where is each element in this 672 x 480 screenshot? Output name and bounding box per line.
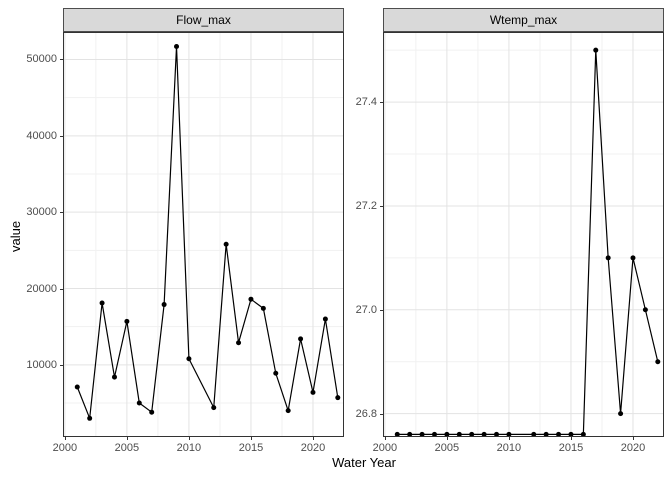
x-tick-label: 2000 <box>372 442 398 454</box>
data-point <box>630 255 636 261</box>
panel-wtemp-max <box>383 32 664 437</box>
data-point <box>248 296 254 302</box>
data-point <box>618 411 624 417</box>
x-tick <box>632 437 634 440</box>
data-point <box>273 370 279 376</box>
data-point <box>211 405 217 411</box>
x-tick <box>188 437 190 440</box>
x-tick <box>384 437 386 440</box>
y-tick <box>60 212 63 214</box>
data-point <box>456 431 462 437</box>
x-tick <box>446 437 448 440</box>
x-axis-title: Water Year <box>332 455 396 470</box>
y-tick <box>60 59 63 61</box>
data-point <box>174 44 180 50</box>
y-tick <box>380 413 383 415</box>
x-tick-label: 2010 <box>176 442 202 454</box>
y-tick-label: 50000 <box>26 53 57 66</box>
data-point <box>335 395 341 401</box>
data-point <box>74 384 80 390</box>
data-point <box>407 431 413 437</box>
y-tick-label: 20000 <box>26 282 57 295</box>
data-point <box>655 359 661 365</box>
data-point <box>298 336 304 342</box>
data-point <box>124 318 130 324</box>
data-point <box>419 431 425 437</box>
data-point <box>568 431 574 437</box>
y-tick-label: 26.8 <box>355 407 377 420</box>
plot-area <box>63 32 344 437</box>
y-tick-label: 40000 <box>26 129 57 142</box>
plot-area <box>383 32 664 437</box>
x-tick-label: 2010 <box>496 442 522 454</box>
data-point <box>556 431 562 437</box>
panel-border <box>63 32 344 437</box>
y-tick <box>380 309 383 311</box>
panel-border <box>383 32 664 437</box>
y-tick <box>60 135 63 137</box>
y-axis-title: value <box>8 220 23 252</box>
x-tick-label: 2020 <box>300 442 326 454</box>
y-tick-label: 30000 <box>26 206 57 219</box>
y-tick-label: 27.4 <box>355 96 377 109</box>
data-point <box>223 241 229 247</box>
data-point <box>494 431 500 437</box>
data-point <box>149 409 155 415</box>
data-point <box>531 431 537 437</box>
x-tick-label: 2000 <box>52 442 78 454</box>
y-tick <box>380 205 383 207</box>
data-point <box>236 340 242 346</box>
data-line <box>397 50 659 436</box>
data-point <box>593 47 599 53</box>
y-tick <box>380 102 383 104</box>
facet-title-flow-max: Flow_max <box>176 13 231 27</box>
data-line <box>76 46 339 419</box>
data-point <box>469 431 475 437</box>
data-point <box>99 300 105 306</box>
x-tick <box>250 437 252 440</box>
x-tick <box>312 437 314 440</box>
data-point <box>580 431 586 437</box>
panel-flow-max <box>63 32 344 437</box>
data-point <box>111 374 117 380</box>
data-point <box>642 307 648 313</box>
data-point <box>322 316 328 322</box>
y-tick-label: 10000 <box>26 358 57 371</box>
data-point <box>136 400 142 406</box>
x-tick <box>64 437 66 440</box>
x-tick <box>570 437 572 440</box>
data-point <box>186 356 192 362</box>
data-point <box>394 431 400 437</box>
y-tick <box>60 364 63 366</box>
data-point <box>444 431 450 437</box>
data-point <box>431 431 437 437</box>
facet-strip-flow-max: Flow_max <box>63 8 344 32</box>
x-tick-label: 2020 <box>620 442 646 454</box>
data-point <box>310 389 316 395</box>
data-point <box>87 415 93 421</box>
data-point <box>285 408 291 414</box>
x-tick <box>508 437 510 440</box>
facet-title-wtemp-max: Wtemp_max <box>489 13 558 27</box>
y-tick-label: 27.0 <box>355 303 377 316</box>
x-tick-label: 2005 <box>434 442 460 454</box>
x-tick-label: 2005 <box>114 442 140 454</box>
data-point <box>605 255 611 261</box>
data-point <box>543 431 549 437</box>
data-point <box>506 431 512 437</box>
x-tick-label: 2015 <box>238 442 264 454</box>
data-point <box>161 302 167 308</box>
x-tick-label: 2015 <box>558 442 584 454</box>
x-tick <box>126 437 128 440</box>
y-tick <box>60 288 63 290</box>
data-point <box>260 305 266 311</box>
facet-strip-wtemp-max: Wtemp_max <box>383 8 664 32</box>
data-point <box>481 431 487 437</box>
y-tick-label: 27.2 <box>355 199 377 212</box>
